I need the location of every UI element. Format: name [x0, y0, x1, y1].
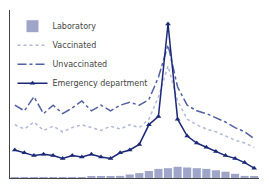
svg-text:Laboratory: Laboratory — [52, 22, 96, 31]
svg-text:Emergency department: Emergency department — [52, 79, 147, 88]
svg-text:Unvaccinated: Unvaccinated — [52, 60, 107, 69]
svg-text:Vaccinated: Vaccinated — [52, 41, 96, 50]
